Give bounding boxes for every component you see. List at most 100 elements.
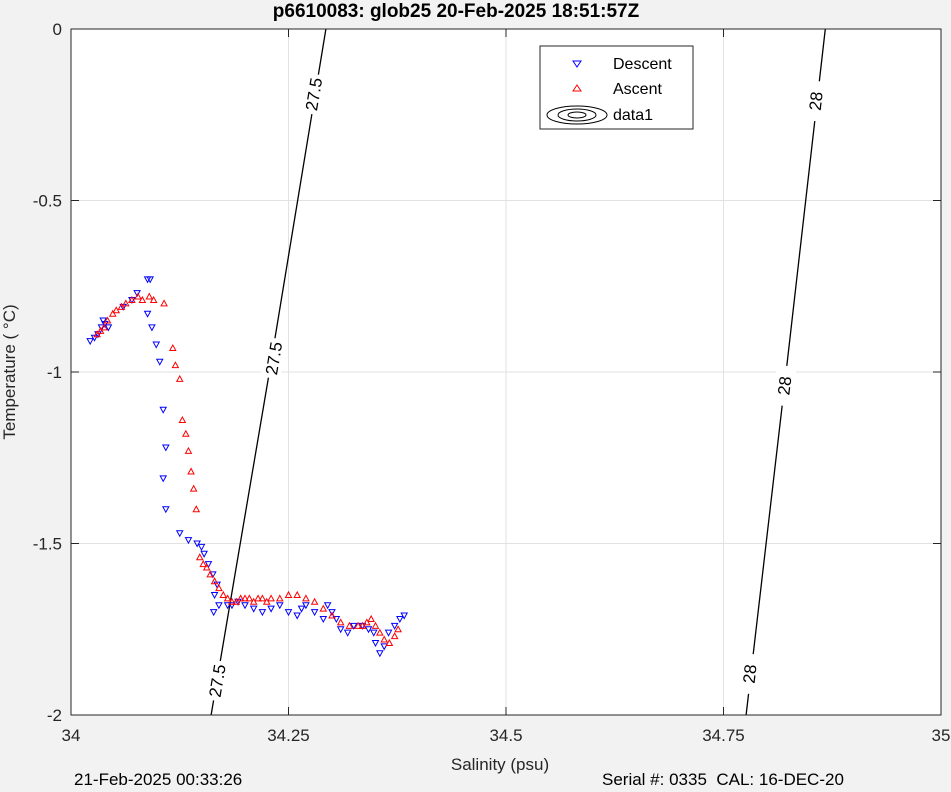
ascent-point	[371, 621, 380, 629]
x-tick-label: 34	[62, 726, 81, 745]
descent-point	[400, 612, 409, 620]
descent-point	[349, 622, 358, 630]
ascent-point	[178, 415, 187, 424]
x-tick-label: 34.25	[267, 726, 310, 745]
descent-point	[155, 358, 164, 366]
legend: Descent Ascent data1	[539, 45, 694, 130]
ascent-point	[302, 594, 310, 602]
ascent-point	[134, 292, 142, 300]
ascent-point	[354, 621, 362, 629]
descent-point	[200, 550, 208, 558]
ascent-point	[249, 597, 258, 605]
ascent-point	[310, 597, 319, 605]
ascent-point	[380, 635, 389, 643]
ascent-point	[228, 597, 236, 605]
ascent-point	[336, 618, 345, 626]
ascent-point	[215, 584, 223, 592]
descent-point	[267, 605, 275, 613]
ascent-point	[254, 594, 262, 602]
ascent-point	[367, 614, 375, 622]
ascent-point	[171, 361, 180, 369]
descent-point	[380, 643, 389, 651]
descent-point	[284, 609, 293, 617]
descent-point	[159, 406, 168, 414]
ascent-point	[195, 553, 204, 561]
ascent-point	[93, 330, 101, 338]
contour-label-bg	[260, 336, 287, 380]
descent-point	[228, 602, 236, 610]
descent-point	[161, 506, 170, 514]
ascent-point	[219, 590, 228, 598]
contour-label: 28	[740, 663, 761, 684]
y-tick-label: 0	[53, 20, 62, 39]
descent-point	[328, 609, 336, 617]
ascent-point	[232, 597, 241, 605]
y-tick-label: -2	[47, 706, 62, 725]
ascent-point	[100, 323, 108, 331]
axis-ticks: 34 34.25 34.5 34.75 35 0 -0.5 -1 -1.5 -2	[33, 20, 951, 745]
ascent-point	[223, 594, 232, 602]
descent-point	[297, 605, 306, 613]
ascent-point	[192, 505, 201, 513]
legend-ascent-label: Ascent	[613, 81, 662, 98]
descent-point	[384, 629, 393, 637]
descent-point	[258, 609, 267, 617]
descent-point	[293, 612, 302, 620]
ascent-point	[293, 590, 302, 598]
descent-point	[241, 602, 249, 610]
ascent-point	[112, 306, 121, 314]
x-tick-label: 34.75	[702, 726, 745, 745]
ascent-point	[184, 446, 193, 454]
descent-point	[197, 543, 206, 551]
ascent-point	[160, 299, 168, 307]
x-tick-label: 35	[932, 726, 951, 745]
descent-point	[104, 324, 113, 332]
ascent-point	[390, 632, 399, 640]
ascent-point	[284, 590, 293, 598]
descent-point	[208, 571, 217, 579]
descent-point	[332, 615, 341, 624]
ascent-point	[96, 326, 105, 334]
ascent-point	[241, 594, 249, 602]
chart-title: p6610083: glob25 20-Feb-2025 18:51:57Z	[273, 1, 640, 22]
descent-point	[319, 615, 328, 624]
x-tick-label: 34.5	[489, 726, 522, 745]
ascent-point	[202, 563, 211, 571]
legend-box	[539, 45, 694, 130]
descent-point	[97, 324, 106, 332]
descent-point	[159, 475, 168, 483]
descent-point	[184, 537, 193, 545]
ascent-point	[262, 597, 271, 605]
descent-point	[310, 609, 319, 617]
descent-point	[249, 605, 258, 613]
descent-point	[371, 639, 380, 648]
descent-point	[152, 341, 161, 349]
descent-point	[364, 626, 373, 634]
ascent-point	[103, 316, 112, 324]
ascent-point	[138, 295, 147, 303]
contour-label-bg	[803, 80, 828, 123]
ascent-point	[236, 594, 245, 602]
ascent-point	[149, 295, 158, 303]
legend-ascent-marker	[572, 84, 582, 92]
ascent-point	[175, 374, 184, 382]
contour-label-bg	[737, 652, 762, 695]
ascent-point	[319, 604, 328, 612]
ascent-point	[181, 429, 190, 437]
descent-point	[210, 591, 219, 599]
ascent-point	[245, 594, 254, 602]
contour-label-bg	[203, 659, 231, 703]
y-axis-label: Temperature ( °C)	[0, 304, 19, 439]
contour-label-bg	[300, 72, 327, 116]
y-tick-label: -1.5	[33, 535, 62, 554]
contour-label: 28	[774, 375, 795, 396]
descent-point	[302, 602, 310, 610]
ascent-point	[145, 292, 154, 300]
descent-point	[99, 317, 108, 325]
descent-point	[148, 324, 156, 332]
ascent-point	[328, 611, 336, 619]
descent-point	[336, 626, 345, 634]
descent-point	[86, 338, 94, 346]
